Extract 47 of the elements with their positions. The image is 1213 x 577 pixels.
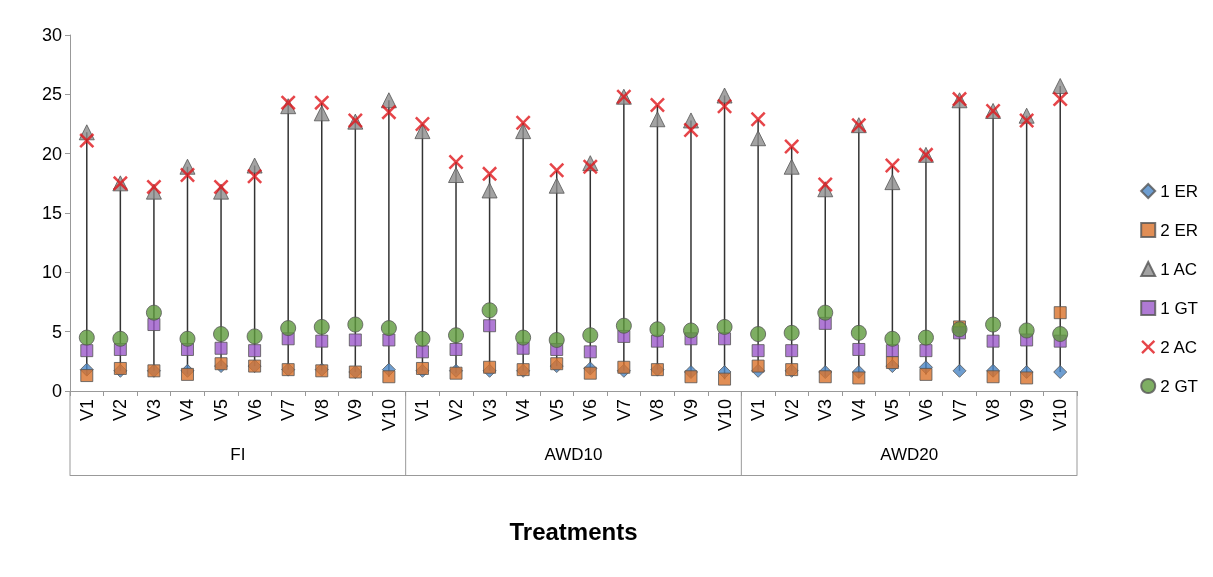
x-tick-label: V4	[177, 399, 198, 422]
x-tick-label: V1	[748, 399, 769, 422]
y-tick-label: 5	[51, 321, 62, 342]
legend-label: 1 AC	[1160, 259, 1198, 279]
y-tick-label: 10	[41, 262, 62, 283]
x-axis-title: Treatments	[509, 517, 638, 545]
x-tick-label: V5	[882, 399, 903, 422]
x-tick-label: V9	[680, 399, 701, 422]
x-tick-label: V6	[244, 399, 265, 422]
legend-label: 2 AC	[1160, 337, 1198, 357]
x-tick-label: V10	[714, 399, 735, 432]
x-tick-label: V7	[613, 399, 634, 422]
legend-label: 1 GT	[1160, 298, 1198, 318]
text: AWD20	[880, 445, 939, 464]
x-tick-label: V8	[311, 399, 332, 422]
x-tick-label: V6	[580, 399, 601, 422]
y-tick-label: 0	[51, 381, 62, 401]
legend-label: 2 GT	[1160, 376, 1198, 396]
x-tick-label: V3	[479, 399, 500, 422]
x-tick-label: V5	[211, 399, 232, 422]
x-tick-label: V9	[345, 399, 366, 422]
y-tick-label: 20	[41, 143, 62, 164]
x-tick-label: V10	[1050, 399, 1071, 432]
x-tick-label: V7	[949, 399, 970, 422]
y-tick-label: 15	[41, 203, 62, 223]
x-tick-label: V6	[915, 399, 936, 422]
x-tick-label: V5	[546, 399, 567, 422]
x-tick-label: V4	[848, 399, 869, 422]
x-tick-label: V1	[412, 399, 433, 422]
legend-label: 2 ER	[1160, 220, 1198, 240]
x-tick-label: V4	[513, 399, 534, 422]
x-tick-label: V2	[446, 399, 467, 422]
x-tick-label: V3	[815, 399, 836, 422]
x-tick-label: V1	[76, 399, 97, 422]
x-tick-label: V7	[278, 399, 299, 422]
x-tick-label: V8	[983, 399, 1004, 422]
x-tick-label: V2	[110, 399, 131, 422]
x-tick-label: V9	[1016, 399, 1037, 422]
y-tick-label: 25	[41, 84, 62, 105]
x-tick-label: V3	[143, 399, 164, 422]
text: AWD10	[544, 445, 603, 464]
x-tick-label: V10	[378, 399, 399, 432]
y-tick-label: 30	[41, 25, 62, 45]
x-tick-label: V2	[781, 399, 802, 422]
legend-label: 1 ER	[1160, 181, 1198, 201]
text: FI	[230, 445, 246, 464]
x-tick-label: V8	[647, 399, 668, 422]
